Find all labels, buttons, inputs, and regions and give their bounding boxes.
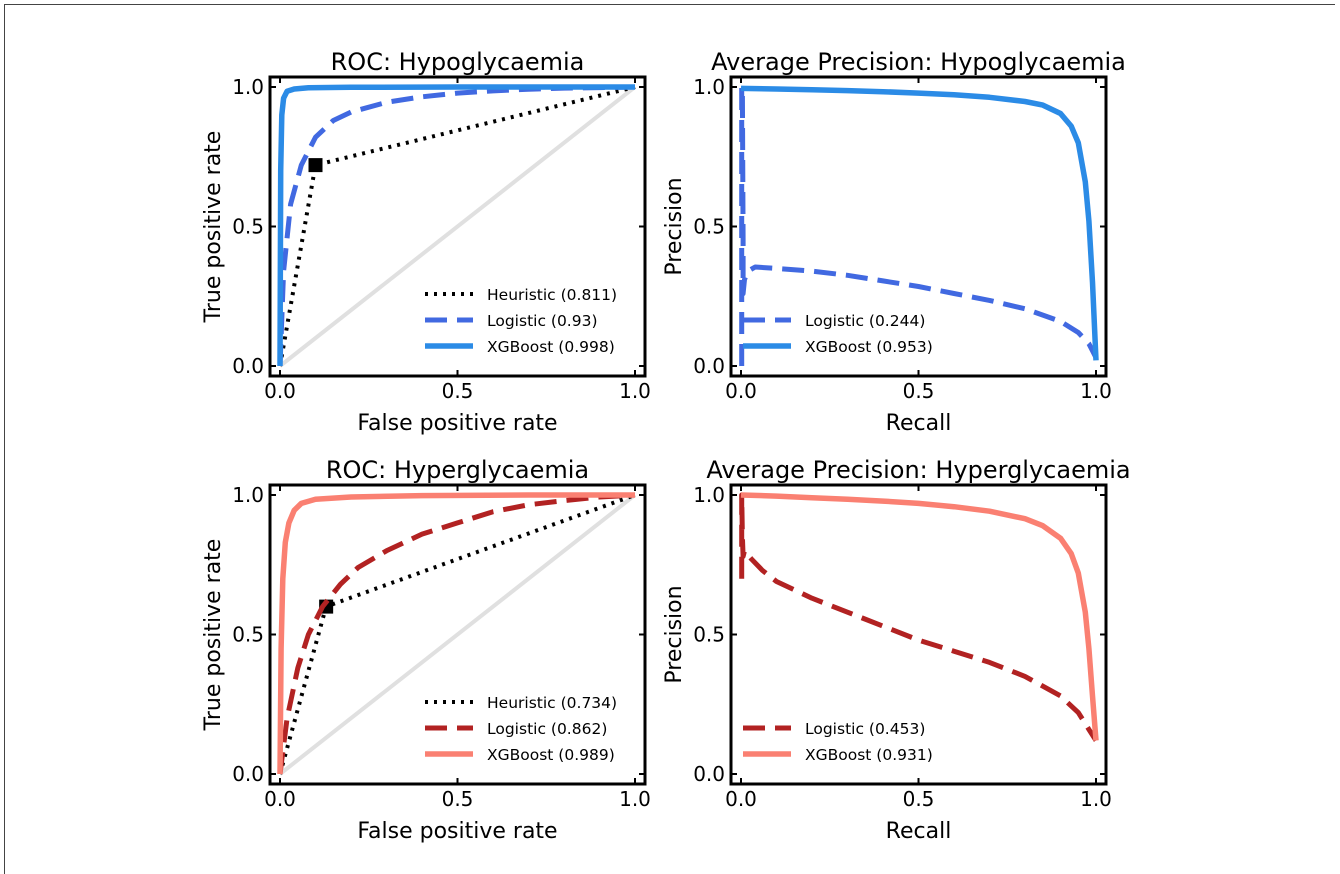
series-line-dashed-2: [277, 492, 636, 775]
chart-title: Average Precision: Hypoglycaemia: [711, 48, 1126, 76]
chart-panel-3: ROC: Hyperglycaemia 0.00.0 0.5 0.5 1.0 1.0 Fal…: [201, 456, 651, 844]
y-axis-label: Precision: [662, 177, 687, 275]
figure-frame: [4, 4, 1335, 874]
x-axis-label: Recall: [886, 819, 952, 844]
series-group: [277, 84, 636, 367]
legend-label: Logistic (0.453): [805, 720, 925, 738]
series-line-solid-3: [277, 84, 635, 367]
y-tick-label: 0.5: [232, 623, 264, 647]
series-line-solid-3: [277, 492, 635, 775]
y-tick-label: 1.0: [232, 483, 264, 507]
y-tick-label: 0.5: [232, 215, 264, 239]
y-tick-label: 0.0: [232, 354, 264, 378]
x-tick-label: 0.5: [903, 379, 935, 403]
axes-frame: [729, 75, 1108, 378]
legend-label: Logistic (0.862): [487, 720, 607, 738]
chart-panel-4: Average Precision: Hyperglycaemia 0.00.0 0…: [662, 456, 1131, 844]
legend-label: XGBoost (0.953): [805, 338, 933, 356]
x-tick-label: 1.0: [1080, 379, 1112, 403]
x-tick-label: 0.0: [264, 787, 296, 811]
series-group: [739, 84, 1099, 366]
y-tick-label: 0.0: [232, 762, 264, 786]
series-line-solid-2: [740, 492, 1099, 741]
operating-point-marker: [308, 158, 323, 173]
y-tick-label: 1.0: [232, 75, 264, 99]
x-tick-label: 0.5: [442, 787, 474, 811]
series-line-dashed-1: [739, 492, 1099, 742]
series-group: [277, 492, 636, 775]
y-tick-label: 1.0: [693, 483, 725, 507]
x-tick-label: 1.0: [619, 379, 651, 403]
legend-label: Logistic (0.93): [487, 312, 598, 330]
x-tick-label: 1.0: [1080, 787, 1112, 811]
series-line-dotted-1: [278, 85, 636, 367]
x-tick-label: 0.5: [903, 787, 935, 811]
y-axis-label: Precision: [662, 585, 687, 683]
legend-label: Logistic (0.244): [805, 312, 925, 330]
legend-label: XGBoost (0.931): [805, 746, 933, 764]
legend-label: Heuristic (0.734): [487, 694, 617, 712]
x-axis-label: False positive rate: [357, 819, 557, 844]
legend: Heuristic (0.734) Logistic (0.862) XGBoost…: [425, 694, 617, 764]
legend: Logistic (0.453) XGBoost (0.931): [743, 720, 933, 764]
legend-label: Heuristic (0.811): [487, 286, 617, 304]
y-tick-label: 1.0: [693, 75, 725, 99]
x-tick-label: 0.0: [264, 379, 296, 403]
y-axis-label: True positive rate: [201, 539, 226, 732]
legend: Logistic (0.244) XGBoost (0.953): [743, 312, 933, 356]
chart-panel-1: ROC: Hypoglycaemia 0.00.0 0.5 0.5 1.0 1.0 Fals…: [201, 48, 651, 436]
chart-panel-2: Average Precision: Hypoglycaemia 0.00.0 0.…: [662, 48, 1126, 436]
y-axis-label: True positive rate: [201, 131, 226, 324]
series-line-dashed-1: [739, 84, 1099, 366]
chart-title: ROC: Hypoglycaemia: [331, 48, 585, 76]
y-tick-label: 0.0: [693, 762, 725, 786]
x-tick-label: 1.0: [619, 787, 651, 811]
series-group: [739, 492, 1099, 742]
y-tick-label: 0.5: [693, 215, 725, 239]
x-tick-label: 0.0: [725, 379, 757, 403]
x-axis-label: Recall: [886, 411, 952, 436]
chance-diagonal: [278, 493, 637, 776]
x-axis-label: False positive rate: [357, 411, 557, 436]
legend-label: XGBoost (0.989): [487, 746, 615, 764]
legend: Heuristic (0.811) Logistic (0.93) XGBoost …: [425, 286, 617, 356]
chart-title: ROC: Hyperglycaemia: [326, 456, 589, 484]
chance-diagonal: [278, 85, 637, 368]
y-tick-label: 0.5: [693, 623, 725, 647]
x-tick-label: 0.0: [725, 787, 757, 811]
chart-title: Average Precision: Hyperglycaemia: [706, 456, 1130, 484]
x-tick-label: 0.5: [442, 379, 474, 403]
y-tick-label: 0.0: [693, 354, 725, 378]
legend-label: XGBoost (0.998): [487, 338, 615, 356]
series-line-solid-2: [740, 85, 1099, 361]
